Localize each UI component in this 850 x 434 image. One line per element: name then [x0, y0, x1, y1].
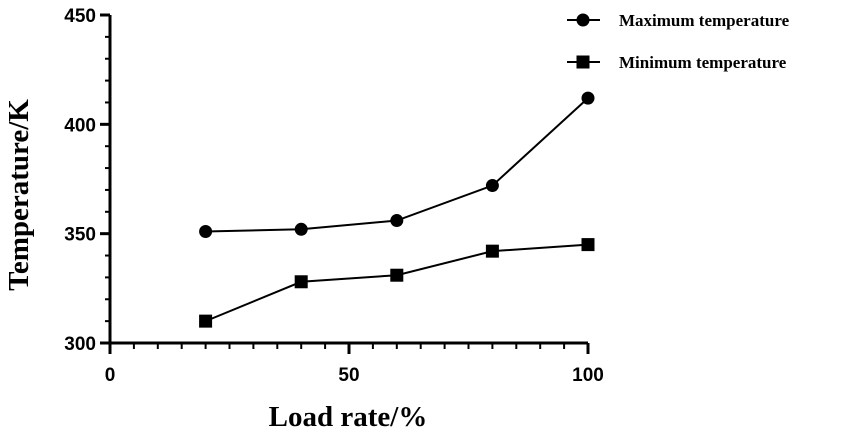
x-tick-label: 100: [572, 365, 604, 386]
data-point: [294, 275, 308, 289]
series-minimum-temperature: [199, 238, 595, 328]
series-line: [205, 97, 589, 233]
data-point: [390, 268, 404, 282]
legend-marker: [576, 55, 590, 69]
data-point: [581, 91, 595, 105]
data-point: [485, 244, 499, 258]
series-maximum-temperature: [199, 91, 595, 238]
x-tick-label: 0: [105, 365, 116, 386]
y-tick-label: 450: [64, 6, 96, 27]
series-group: [199, 91, 595, 328]
legend-item: Minimum temperature: [567, 53, 787, 72]
legend-marker: [576, 13, 590, 27]
data-point: [199, 224, 213, 238]
x-axis-title: Load rate/%: [269, 401, 428, 433]
y-tick-label: 300: [64, 334, 96, 355]
legend: Maximum temperature Minimum temperature: [567, 11, 790, 72]
x-tick-label: 50: [338, 365, 359, 386]
series-line: [205, 243, 589, 323]
data-point: [390, 214, 404, 228]
legend-label: Maximum temperature: [619, 11, 790, 30]
y-tick-label: 400: [64, 115, 96, 136]
y-tick-label: 350: [64, 225, 96, 246]
data-point: [199, 314, 213, 328]
axes: 300 350 400 450 0 50 100: [64, 6, 604, 386]
data-point: [581, 238, 595, 252]
data-point: [294, 222, 308, 236]
legend-item: Maximum temperature: [567, 11, 790, 30]
y-axis-title: Temperature/K: [3, 99, 35, 291]
legend-label: Minimum temperature: [619, 53, 787, 72]
data-point: [485, 179, 499, 193]
